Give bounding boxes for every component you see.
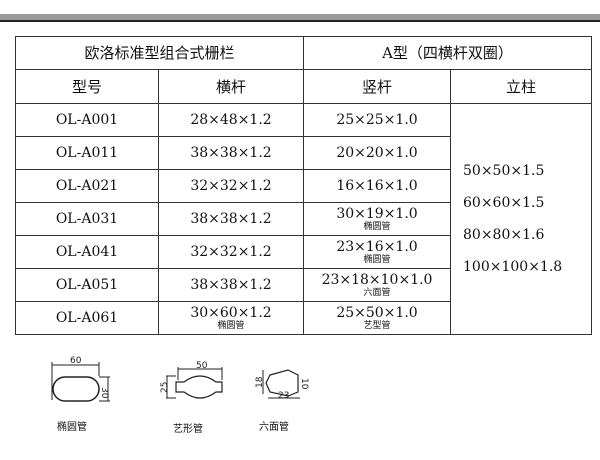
col-header-post: 立柱 [450,69,593,104]
model-cell: OL-A061 [15,301,159,335]
picket-cell: 23×16×1.0 椭圆管 [303,235,452,269]
rail-size: 30×60×1.2 [190,305,272,321]
oval-width-dim: 60 [70,356,82,366]
post-size: 50×50×1.5 [463,163,545,179]
picket-cell: 25×25×1.0 [303,103,452,137]
model-cell: OL-A041 [15,235,159,269]
model-cell: OL-A051 [15,268,159,302]
title-row: 欧洛标准型组合式栅栏 A型（四横杆双圈） [14,36,593,70]
rail-cell: 32×32×1.2 [157,169,305,203]
col-header-model: 型号 [15,69,159,104]
art-height-dim: 25 [160,382,170,393]
model-cell: OL-A031 [15,202,159,236]
art-width-dim: 50 [196,361,208,371]
picket-size: 23×18×10×1.0 [321,272,433,288]
picket-note: 椭圆管 [363,222,391,232]
picket-cell: 16×16×1.0 [303,169,452,203]
post-size: 60×60×1.5 [463,195,545,211]
hex-side-dim: 10 [299,378,309,390]
hex-tube-diagram: 18 10 23 [255,369,309,401]
model-cell: OL-A021 [15,169,159,203]
table-row: OL-A061 30×60×1.2 椭圆管 25×50×1.0 艺型管 [15,301,592,335]
oval-tube-label: 椭圆管 [57,422,87,433]
picket-note: 六面管 [363,288,391,298]
model-cell: OL-A001 [15,103,159,137]
col-header-picket: 竖杆 [303,69,452,104]
hex-width-dim: 23 [278,391,289,401]
picket-note: 艺型管 [363,321,391,331]
top-bar [0,14,600,20]
picket-cell: 30×19×1.0 椭圆管 [303,202,452,236]
picket-size: 30×19×1.0 [336,206,418,222]
col-header-rail: 横杆 [157,69,305,104]
rail-cell: 38×38×1.2 [157,136,305,170]
model-cell: OL-A011 [15,136,159,170]
table-row: OL-A051 38×38×1.2 23×18×10×1.0 六面管 [15,268,592,302]
hex-tube-label: 六面管 [259,422,289,433]
spec-table: 欧洛标准型组合式栅栏 A型（四横杆双圈） 型号 横杆 竖杆 立柱 OL-A001… [14,36,593,335]
rail-cell: 38×38×1.2 [157,268,305,302]
profile-diagrams: 60 30 25 50 18 10 23 椭圆管 艺形管 六面管 [0,340,330,460]
hex-height-dim: 18 [255,376,265,388]
picket-cell: 20×20×1.0 [303,136,452,170]
table-row: OL-A031 38×38×1.2 30×19×1.0 椭圆管 [15,202,592,236]
rail-note: 椭圆管 [217,321,245,331]
picket-cell: 23×18×10×1.0 六面管 [303,268,452,302]
table-title: 欧洛标准型组合式栅栏 [14,36,305,70]
post-size: 80×80×1.6 [463,227,545,243]
art-tube-label: 艺形管 [173,424,203,435]
picket-size: 25×50×1.0 [336,305,418,321]
rail-cell: 38×38×1.2 [157,202,305,236]
oval-height-dim: 30 [99,387,109,399]
table-row: OL-A041 32×32×1.2 23×16×1.0 椭圆管 [15,235,592,269]
table-row: OL-A001 28×48×1.2 25×25×1.0 50×50×1.5 60… [15,103,593,335]
top-divider [0,20,600,22]
oval-tube-diagram: 60 30 [51,356,110,402]
table-row: OL-A021 32×32×1.2 16×16×1.0 [15,169,592,203]
table-row: OL-A011 38×38×1.2 20×20×1.0 [15,136,592,170]
rail-cell: 28×48×1.2 [157,103,305,137]
header-row: 型号 横杆 竖杆 立柱 [15,69,593,104]
table-subtitle: A型（四横杆双圈） [303,36,593,70]
post-cell: 50×50×1.5 60×60×1.5 80×80×1.6 100×100×1.… [450,103,593,335]
picket-size: 23×16×1.0 [336,239,418,255]
rail-cell: 30×60×1.2 椭圆管 [157,301,305,335]
picket-cell: 25×50×1.0 艺型管 [303,301,452,335]
rail-cell: 32×32×1.2 [157,235,305,269]
post-size: 100×100×1.8 [463,259,563,275]
art-tube-diagram: 25 50 [160,361,223,399]
picket-note: 椭圆管 [363,255,391,265]
